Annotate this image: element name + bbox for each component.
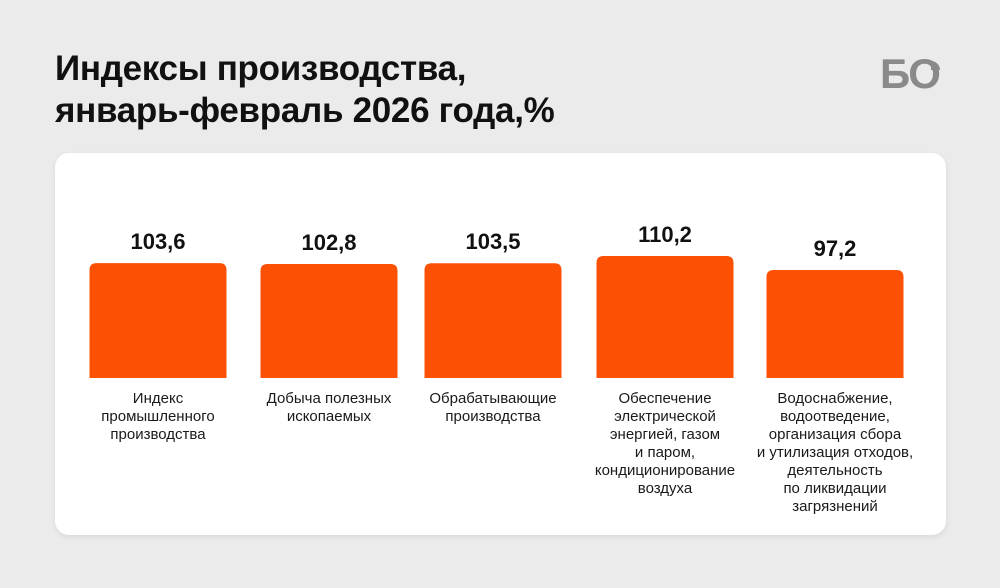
category-label-line: водоотведение, <box>780 408 890 425</box>
category-label-line: производства <box>445 408 541 425</box>
category-label-line: промышленного <box>101 408 215 425</box>
category-label: Водоснабжение, водоотведение, организация … <box>749 390 921 516</box>
bar <box>260 263 398 378</box>
category-label-line: электрической <box>614 408 716 425</box>
category-label-line: и утилизация отходов, <box>756 444 914 461</box>
bar <box>424 263 562 378</box>
category-label: Добыча полезных ископаемых <box>243 390 415 426</box>
bar-value-label: 110,2 <box>638 222 692 247</box>
bar <box>766 270 904 378</box>
category-label: Индекс промышленного производства <box>72 390 244 444</box>
category-label-line: по ликвидации <box>783 480 887 497</box>
clock-icon <box>931 61 940 70</box>
category-label: Обрабатывающие производства <box>407 390 579 426</box>
chart-title-line-2: январь-февраль 2026 года,% <box>55 91 555 130</box>
category-label-line: организация сбора <box>768 426 902 443</box>
bar-value-label: 97,2 <box>814 236 857 261</box>
category-label-line: деятельность <box>787 462 883 479</box>
category-label-line: Водоснабжение, <box>777 390 893 407</box>
category-label-line: ископаемых <box>286 408 372 425</box>
category-label-line: Обеспечение <box>618 390 712 407</box>
brand-logo-text: БО <box>880 52 939 92</box>
category-label-line: Индекс <box>132 390 184 407</box>
category-label-line: производства <box>110 426 206 443</box>
brand-logo: БО <box>880 52 941 92</box>
category-label-line: Добыча полезных <box>266 390 392 407</box>
category-label-line: и паром, <box>634 444 696 461</box>
chart-title: Индексы производства, январь-февраль 202… <box>55 48 555 132</box>
chart-title-line-1: Индексы производства, <box>55 49 467 88</box>
bar-value-label: 103,5 <box>465 229 520 254</box>
category-label-line: загрязнений <box>792 498 878 515</box>
category-label-line: Обрабатывающие <box>429 390 557 407</box>
bar <box>596 256 734 378</box>
category-label-line: кондиционирование <box>594 462 736 479</box>
category-label-line: воздуха <box>637 480 693 497</box>
chart-card: 103,6 102,8 103,5 110,2 97,2 Индекс промышлен… <box>55 153 946 535</box>
category-label: Обеспечение электрической энергией, газом и… <box>579 390 751 498</box>
bar-value-label: 102,8 <box>301 230 356 255</box>
bar-value-label: 103,6 <box>130 229 185 254</box>
bar <box>89 263 227 378</box>
category-label-line: энергией, газом <box>609 426 721 443</box>
bar-chart: 103,6 102,8 103,5 110,2 97,2 <box>89 222 904 378</box>
